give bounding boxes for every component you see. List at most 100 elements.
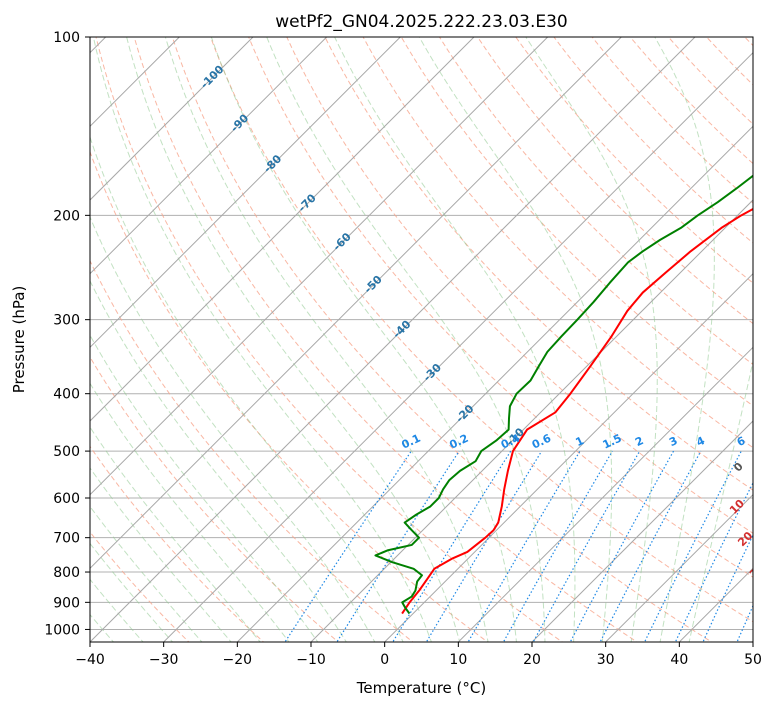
isotherm-0 (384, 272, 753, 642)
mixing-ratio-label: 1 (574, 434, 586, 449)
moist-adiabat (90, 505, 203, 642)
x-tick-label: 40 (670, 652, 688, 668)
pressure-gridlines (90, 37, 753, 630)
y-tick-label: 1000 (44, 622, 80, 638)
isotherm-40 (678, 567, 753, 642)
isotherm--20 (236, 125, 753, 642)
moist-adiabat (654, 37, 715, 642)
y-tick-label: 200 (53, 208, 80, 224)
y-tick-label: 900 (53, 595, 80, 611)
moist-adiabat (90, 334, 319, 642)
mixing-ratio-line (284, 450, 412, 642)
x-tick-label: −40 (75, 652, 105, 668)
y-tick-label: 500 (53, 444, 80, 460)
mixing-ratio-line (674, 481, 753, 642)
mixing-ratio-lines (284, 450, 775, 644)
x-axis-ticks: −40 −30 −20 −10 0 10 20 30 40 50 (75, 642, 762, 668)
mixing-ratio-line (766, 451, 775, 644)
mixing-ratio-label: 1.5 (601, 432, 624, 452)
moist-adiabat (126, 37, 461, 642)
dry-adiabat (515, 37, 753, 284)
moist-adiabat-label: 10 (727, 497, 747, 517)
dry-adiabat (591, 37, 753, 204)
x-tick-label: 0 (380, 652, 389, 668)
mixing-ratio-line (569, 450, 675, 642)
moist-adiabat (525, 37, 658, 642)
moist-adiabat (90, 542, 174, 642)
mixing-ratio-line (702, 533, 753, 642)
isotherm--80 (90, 37, 401, 349)
x-tick-label: −10 (296, 652, 326, 668)
x-tick-label: 30 (597, 652, 615, 668)
plot-area: -100-90-80-70-60-50-40-30-20-100.1 0.2 0.4… (90, 24, 775, 645)
isotherm-10 (457, 346, 753, 642)
mixing-ratio-label: 4 (694, 434, 707, 449)
mixing-ratio-label: 0.6 (530, 431, 553, 451)
isotherm--60 (90, 37, 549, 496)
moist-adiabat-label: 40 (762, 590, 775, 610)
dry-adiabat (324, 37, 753, 491)
profile-series-0 (401, 207, 753, 615)
y-tick-label: 300 (53, 313, 80, 329)
moist-adiabat-label: 0 (731, 460, 746, 475)
mixing-ratio-line (425, 450, 543, 642)
dry-adiabat (438, 37, 753, 366)
moist-adiabat (210, 37, 517, 642)
mixing-ratio-line (336, 450, 460, 642)
mixing-ratio-label: 0.2 (447, 432, 470, 452)
mixing-ratio-line (643, 450, 742, 642)
dry-adiabat (90, 356, 339, 642)
dry-adiabat (171, 37, 713, 642)
dry-adiabat (667, 37, 753, 125)
y-tick-label: 100 (53, 30, 80, 46)
x-tick-label: 20 (523, 652, 541, 668)
moist-adiabat (688, 358, 753, 642)
chart-title: wetPf2_GN04.2025.222.23.03.E30 (275, 12, 567, 32)
dry-adiabat (286, 37, 753, 534)
dry-adiabat (90, 150, 489, 642)
dry-adiabat (248, 37, 753, 578)
isotherm--70 (90, 37, 475, 422)
dry-adiabat (629, 37, 753, 165)
dry-adiabat (90, 531, 190, 642)
line-labels: -100-90-80-70-60-50-40-30-20-100.1 0.2 0.4… (198, 62, 775, 610)
x-tick-label: −20 (223, 652, 253, 668)
dry-adiabat (400, 37, 753, 407)
mixing-ratio-line (532, 450, 641, 642)
moist-adiabat (90, 279, 347, 642)
moist-adiabat (92, 37, 432, 642)
x-tick-label: 10 (449, 652, 467, 668)
dry-adiabat (209, 37, 753, 623)
isotherm--10 (310, 199, 753, 642)
y-tick-label: 600 (53, 491, 80, 507)
dry-adiabats (90, 24, 775, 645)
profile-series-1 (374, 174, 753, 615)
moist-adiabat-label: 30 (747, 561, 767, 581)
moist-adiabat (90, 426, 261, 642)
y-axis-label: Pressure (hPa) (10, 286, 28, 394)
moist-adiabat (90, 135, 404, 642)
dry-adiabat (705, 37, 753, 86)
moist-adiabat (164, 37, 489, 642)
moist-adiabat (90, 382, 290, 642)
y-axis-ticks: 100 200 300 400 500 600 700 800 900 1000 (44, 30, 90, 638)
x-tick-label: −30 (149, 652, 179, 668)
mixing-ratio-label: 2 (633, 434, 645, 449)
x-axis-label: Temperature (°C) (356, 679, 486, 697)
isotherm-30 (605, 493, 753, 642)
isotherm-50 (752, 641, 753, 642)
mixing-ratio-label: 6 (735, 434, 748, 449)
dry-adiabat (770, 24, 775, 645)
moist-adiabat (334, 37, 576, 642)
isotherm--50 (90, 37, 622, 570)
isotherm--90 (90, 37, 328, 275)
mixing-ratio-line (599, 450, 702, 642)
isotherm--30 (163, 51, 753, 642)
dry-adiabat (90, 259, 414, 642)
y-tick-label: 700 (53, 531, 80, 547)
moist-adiabat (90, 578, 144, 642)
moist-adiabat (418, 37, 613, 642)
dry-adiabat (95, 37, 564, 642)
mixing-ratio-line (502, 450, 613, 642)
